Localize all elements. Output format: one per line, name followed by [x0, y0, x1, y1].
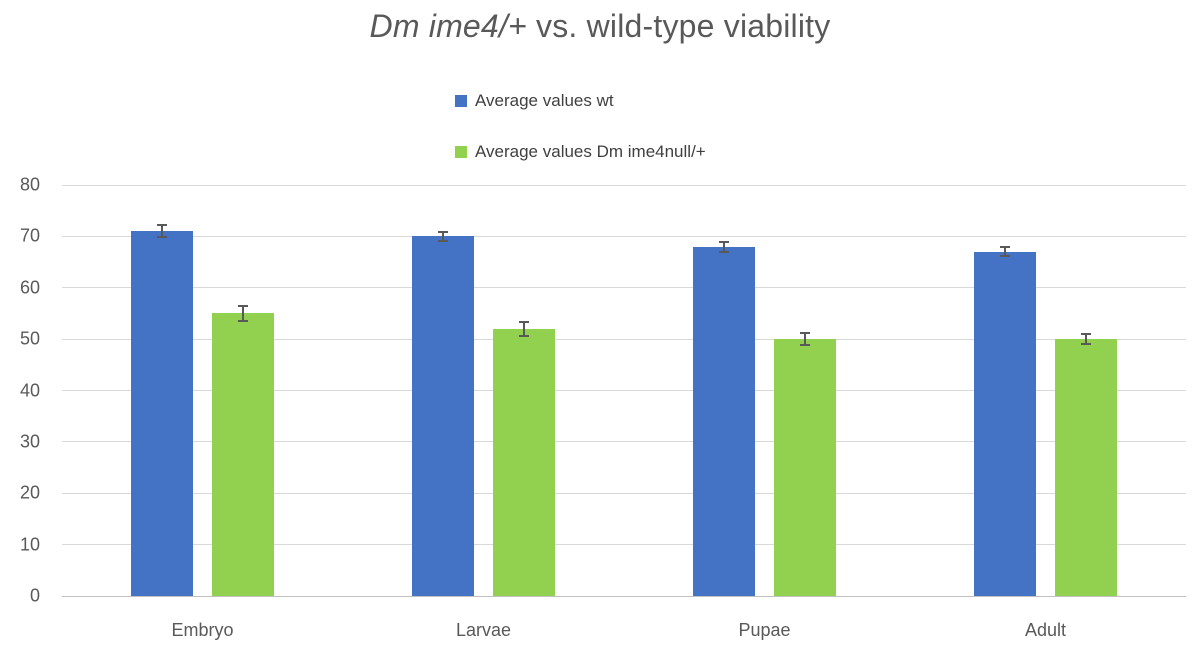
- bar-larvae-wt: [412, 236, 474, 596]
- legend-item-wt: Average values wt: [455, 90, 706, 112]
- y-tick-label-30: 30: [19, 431, 40, 452]
- legend-marker-ime4null-icon: [455, 146, 467, 158]
- legend-label-wt: Average values wt: [475, 91, 614, 110]
- error-bar-cap-bottom: [719, 250, 729, 253]
- bar-embryo-ime4null: [212, 313, 274, 596]
- bar-adult-ime4null: [1055, 339, 1117, 596]
- error-bar-cap-top: [238, 305, 248, 308]
- gridline-y40: [62, 390, 1186, 391]
- y-tick-label-60: 60: [19, 277, 40, 298]
- error-bar-cap-top: [800, 331, 810, 334]
- x-axis-label-larvae: Larvae: [455, 620, 512, 640]
- error-bar-cap-top: [157, 224, 167, 227]
- legend-marker-wt-icon: [455, 95, 467, 107]
- x-axis-line: [62, 595, 1186, 597]
- x-axis-label-adult: Adult: [1024, 620, 1067, 640]
- y-tick-label-0: 0: [29, 585, 40, 606]
- plot-area: 0 10 20 30 40 50 60 70 80 Embryo Larvae Pupae Adult: [20, 175, 1186, 640]
- legend-item-ime4null: Average values Dm ime4null/+: [455, 141, 706, 163]
- gridline-y50: [62, 338, 1186, 340]
- y-tick-label-40: 40: [19, 380, 40, 400]
- error-bar-cap-bottom: [157, 236, 167, 239]
- error-bar-adult-wt: [1004, 247, 1006, 257]
- bar-pupae-ime4null: [774, 339, 836, 596]
- error-bar-embryo-ime4null: [242, 306, 244, 321]
- x-axis-label-pupae: Pupae: [738, 620, 791, 640]
- gridline-y80: [62, 184, 1186, 186]
- y-tick-label-10: 10: [19, 534, 40, 555]
- y-tick-label-20: 20: [19, 482, 40, 503]
- error-bar-cap-top: [438, 230, 448, 233]
- error-bar-adult-ime4null: [1085, 333, 1087, 345]
- bar-pupae-wt: [693, 246, 755, 596]
- chart-title-italic-part: Dm ime4/+: [369, 8, 527, 44]
- error-bar-larvae-wt: [442, 231, 444, 241]
- bar-larvae-ime4null: [493, 328, 555, 596]
- error-bar-cap-top: [1000, 246, 1010, 249]
- gridline-y10: [62, 544, 1186, 546]
- y-tick-label-70: 70: [19, 225, 40, 246]
- error-bar-larvae-ime4null: [523, 322, 525, 336]
- gridline-y70: [62, 235, 1186, 237]
- chart-title-regular-part: vs. wild-type viability: [526, 8, 831, 44]
- error-bar-cap-top: [719, 240, 729, 243]
- error-bar-pupae-wt: [723, 241, 725, 252]
- y-tick-label-80: 80: [19, 174, 40, 195]
- error-bar-embryo-wt: [161, 225, 163, 238]
- gridline-y60: [62, 287, 1186, 289]
- chart-title: Dm ime4/+ vs. wild-type viability: [0, 8, 1200, 45]
- error-bar-cap-top: [1081, 332, 1091, 335]
- bar-embryo-wt: [131, 231, 193, 596]
- error-bar-cap-bottom: [238, 319, 248, 322]
- error-bar-pupae-ime4null: [804, 332, 806, 346]
- error-bar-cap-bottom: [519, 334, 529, 337]
- error-bar-cap-bottom: [438, 239, 448, 242]
- legend-label-ime4null: Average values Dm ime4null/+: [475, 142, 706, 161]
- error-bar-cap-bottom: [1081, 343, 1091, 346]
- error-bar-cap-top: [519, 321, 529, 324]
- bar-adult-wt: [974, 251, 1036, 596]
- y-axis-tick-labels: 0 10 20 30 40 50 60 70 80: [0, 175, 40, 606]
- legend: Average values wt Average values Dm ime4…: [455, 90, 706, 192]
- x-axis-label-embryo: Embryo: [171, 620, 234, 640]
- error-bar-cap-bottom: [1000, 255, 1010, 258]
- error-bar-cap-bottom: [800, 344, 810, 347]
- gridline-y20: [62, 492, 1186, 494]
- gridline-y30: [62, 441, 1186, 443]
- y-tick-label-50: 50: [19, 328, 40, 349]
